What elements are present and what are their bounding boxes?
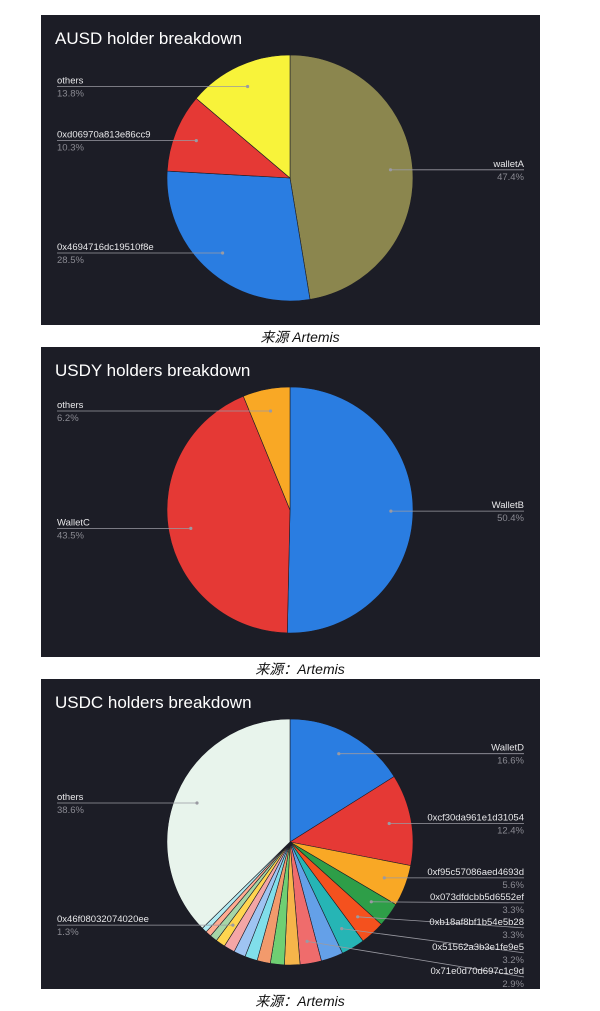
slice-percent-ausd-3: 13.8% [57,89,84,100]
slice-label-ausd-0: walletA [492,159,524,170]
slice-label-usdy-0: WalletB [492,500,524,511]
pie-slice-usdy-1 [166,395,291,634]
chart-title-usdy: USDY holders breakdown [55,361,251,380]
leader-line-usdc-3 [371,901,525,904]
slice-percent-usdy-0: 50.4% [497,513,524,524]
chart-caption-ausd: 来源 Artemis [260,329,340,345]
pie-slice-usdy-2 [242,386,291,511]
leader-dot-usdy-2 [268,409,273,413]
slice-percent-ausd-1: 28.5% [57,255,84,266]
pie-slice-usdc-18 [166,718,291,929]
slice-percent-usdc-7: 2.9% [502,979,524,989]
leader-line-usdc-7 [307,941,525,978]
chart-caption-usdc: 来源：Artemis [255,993,345,1009]
slice-percent-usdc-18: 38.6% [57,805,84,816]
slice-label-usdy-1: WalletC [57,517,90,528]
chart-panel-usdy: WalletB 50.4% WalletC 43.5% others 6.2% USDY … [41,347,540,657]
pie-svg-usdc: WalletD 16.6% 0xcf30da961e1d31054 12.4% 0xf9… [57,718,525,989]
pie-slice-usdc-0 [289,718,395,843]
leader-dot-usdy-0 [389,509,393,513]
leader-dot-usdc-4 [356,915,360,919]
pie-slice-usdc-1 [289,776,414,866]
leader-line-usdc-5 [341,928,525,954]
leader-dot-usdc-14 [231,923,235,927]
leader-dot-ausd-3 [246,84,250,89]
leader-dot-usdc-18 [195,801,199,805]
slice-percent-usdy-2: 6.2% [57,413,79,424]
pie-svg-ausd: walletA 47.4% 0x4694716dc19510f8e 28.5% 0xd0… [57,54,525,302]
pie-slice-ausd-0 [289,54,414,300]
slice-label-usdc-1: 0xcf30da961e1d31054 [427,813,524,824]
slice-percent-usdc-0: 16.6% [497,756,524,767]
slice-label-usdc-3: 0x073dfdcbb5d6552ef [430,892,524,903]
slice-label-ausd-2: 0xd06970a813e86cc9 [57,130,151,141]
pie-slice-ausd-3 [195,54,291,179]
leader-dot-ausd-2 [194,139,198,143]
slice-percent-usdy-1: 43.5% [57,530,84,541]
slice-percent-usdc-14: 1.3% [57,927,79,938]
slice-label-usdc-5: 0x51562a3b3e1fe9e5 [432,942,524,953]
leader-dot-usdc-5 [340,927,344,931]
slice-percent-usdc-1: 12.4% [497,826,524,837]
leader-dot-ausd-0 [388,168,393,172]
slice-label-usdc-7: 0x71e0d70d697c1c9d [430,966,524,977]
chart-panel-ausd: walletA 47.4% 0x4694716dc19510f8e 28.5% 0xd0… [41,15,540,325]
pie-slice-ausd-2 [166,97,291,179]
leader-dot-ausd-1 [221,251,225,255]
leader-dot-usdc-2 [382,876,386,880]
chart-title-usdc: USDC holders breakdown [55,693,252,712]
leader-dot-usdy-1 [189,526,193,530]
slice-percent-usdc-3: 3.3% [502,905,524,916]
slice-label-ausd-1: 0x4694716dc19510f8e [57,242,154,253]
leader-dot-usdc-0 [337,752,341,756]
pie-slice-usdy-0 [286,386,414,634]
leader-dot-usdc-7 [305,939,309,943]
slice-label-usdc-4: 0xb18af8bf1b54e5b28 [429,917,524,928]
pie-svg-usdy: WalletB 50.4% WalletC 43.5% others 6.2% [57,386,525,634]
slice-percent-usdc-2: 5.6% [502,880,524,891]
slice-label-usdc-18: others [57,792,84,803]
slice-label-usdc-14: 0x46f08032074020ee [57,914,149,925]
slice-percent-usdc-5: 3.2% [502,955,524,966]
chart-title-ausd: AUSD holder breakdown [55,29,243,48]
pie-slice-ausd-1 [166,170,311,302]
slice-percent-ausd-2: 10.3% [57,143,84,154]
leader-dot-usdc-1 [387,821,391,826]
slice-label-usdc-0: WalletD [491,743,524,754]
slice-label-usdy-2: others [57,400,84,411]
leader-dot-usdc-3 [369,900,373,904]
chart-panel-usdc: WalletD 16.6% 0xcf30da961e1d31054 12.4% 0xf9… [41,679,540,989]
slice-percent-ausd-0: 47.4% [497,172,524,183]
chart-caption-usdy: 来源：Artemis [255,661,345,677]
slice-percent-usdc-4: 3.3% [502,930,524,941]
slice-label-ausd-3: others [57,76,84,87]
leader-line-usdc-4 [357,916,525,929]
slice-label-usdc-2: 0xf95c57086aed4693d [427,867,524,878]
